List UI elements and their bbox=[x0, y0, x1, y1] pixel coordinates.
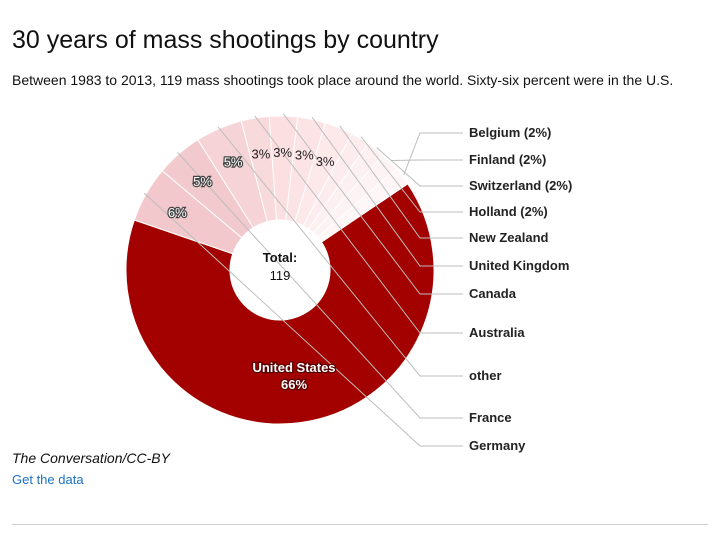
legend-label-australia: Australia bbox=[469, 325, 525, 340]
legend-label-canada: Canada bbox=[469, 286, 517, 301]
percent-label-united-kingdom: 3% bbox=[295, 148, 314, 163]
leader-line-other bbox=[217, 126, 463, 377]
percent-label-france: 5% bbox=[193, 174, 212, 189]
legend-label-switzerland-2: Switzerland (2%) bbox=[469, 178, 572, 193]
leader-lines-group bbox=[143, 113, 463, 447]
percent-label-new-zealand: 3% bbox=[316, 154, 335, 169]
label-united-states-percent: 66% bbox=[281, 377, 307, 392]
legend-label-united-kingdom: United Kingdom bbox=[469, 258, 569, 273]
legend-label-holland-2: Holland (2%) bbox=[469, 204, 548, 219]
bottom-divider bbox=[12, 524, 708, 525]
chart-subtitle: Between 1983 to 2013, 119 mass shootings… bbox=[12, 72, 674, 88]
leader-line-belgium-2 bbox=[403, 132, 463, 176]
legend-label-finland-2: Finland (2%) bbox=[469, 152, 546, 167]
center-total-label: Total: bbox=[263, 250, 297, 265]
source-credit: The Conversation/CC-BY bbox=[12, 450, 170, 466]
leader-line-switzerland-2 bbox=[376, 147, 463, 187]
leader-line-germany bbox=[143, 192, 463, 447]
label-united-states-name: United States bbox=[252, 360, 335, 375]
legend-label-germany: Germany bbox=[469, 438, 526, 453]
percent-label-canada: 3% bbox=[273, 145, 292, 160]
leader-line-holland-2 bbox=[360, 136, 463, 213]
percent-label-australia: 3% bbox=[252, 147, 271, 162]
legend-label-new-zealand: New Zealand bbox=[469, 230, 549, 245]
percent-label-germany: 6% bbox=[168, 205, 187, 220]
leader-line-new-zealand bbox=[339, 125, 463, 239]
percent-label-other: 5% bbox=[224, 155, 243, 170]
leader-line-australia bbox=[254, 115, 463, 334]
chart-title: 30 years of mass shootings by country bbox=[12, 26, 439, 54]
get-the-data-link[interactable]: Get the data bbox=[12, 472, 84, 487]
legend-label-france: France bbox=[469, 410, 512, 425]
slice-belgium-2[interactable] bbox=[316, 168, 409, 243]
leader-line-canada bbox=[283, 113, 463, 295]
leader-line-france bbox=[177, 152, 463, 419]
legend-label-belgium-2: Belgium (2%) bbox=[469, 125, 551, 140]
leader-line-united-kingdom bbox=[311, 117, 463, 267]
slices-group bbox=[125, 115, 435, 425]
legend-label-other: other bbox=[469, 368, 502, 383]
center-total-value: 119 bbox=[270, 268, 291, 283]
